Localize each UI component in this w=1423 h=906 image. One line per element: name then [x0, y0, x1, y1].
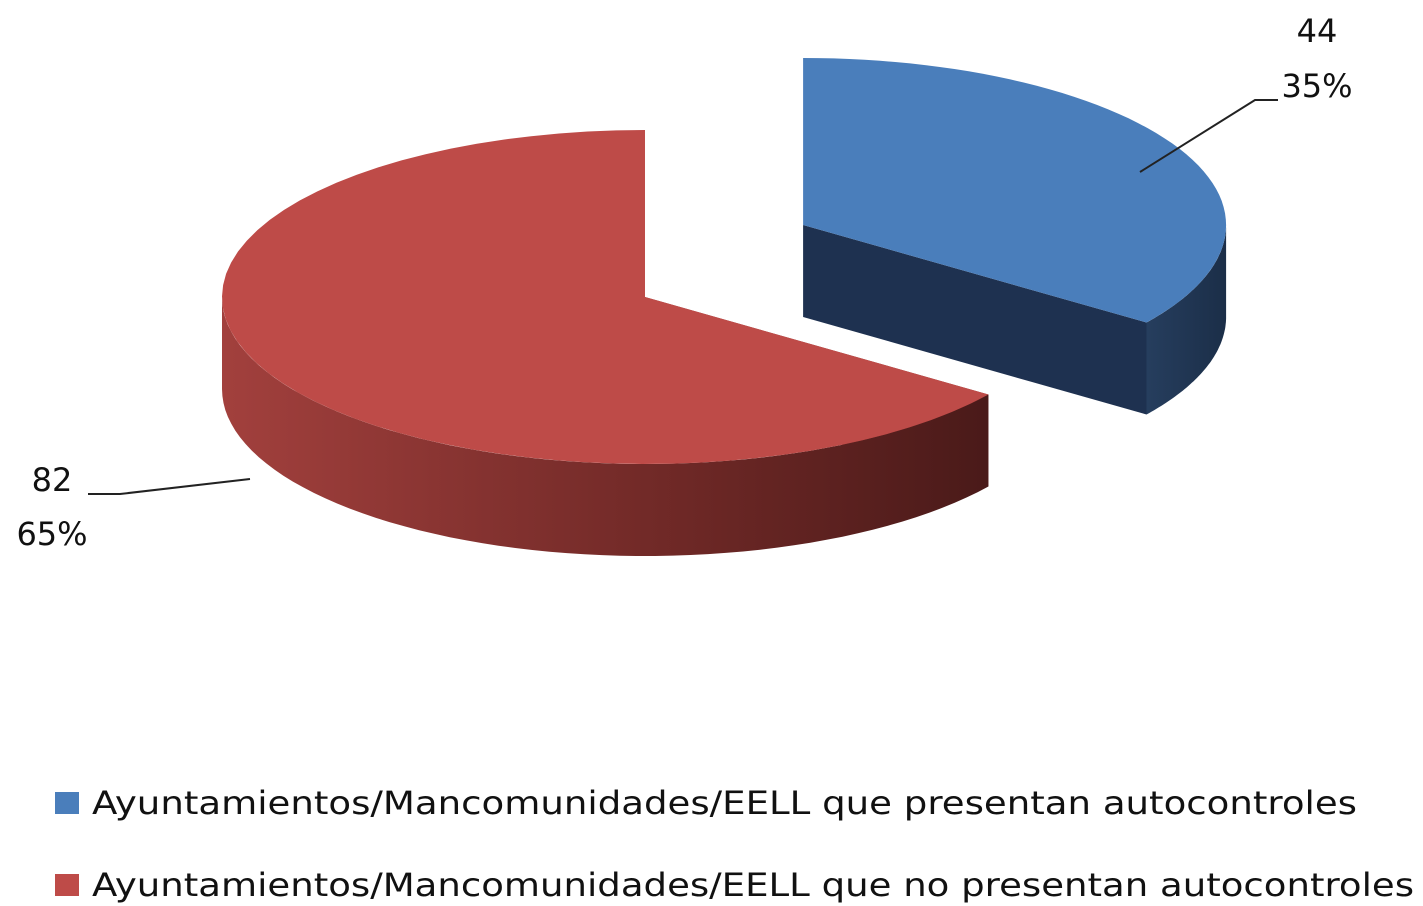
legend-label: Ayuntamientos/Mancomunidades/EELL que no…	[92, 866, 1414, 904]
legend-swatch	[55, 792, 79, 814]
data-label: 82	[32, 461, 73, 499]
slice-wall	[222, 297, 989, 556]
slice	[222, 130, 989, 464]
slice-wall	[1146, 225, 1227, 415]
leader-line	[1139, 99, 1278, 173]
slice-side	[803, 225, 1147, 415]
data-label: 44	[1297, 12, 1338, 50]
legend-label: Ayuntamientos/Mancomunidades/EELL que pr…	[92, 784, 1357, 822]
data-label-percent: 35%	[1281, 67, 1352, 105]
leader-line	[88, 478, 251, 495]
data-label-percent: 65%	[16, 515, 87, 553]
slice	[803, 58, 1227, 323]
legend-swatch	[55, 874, 79, 896]
